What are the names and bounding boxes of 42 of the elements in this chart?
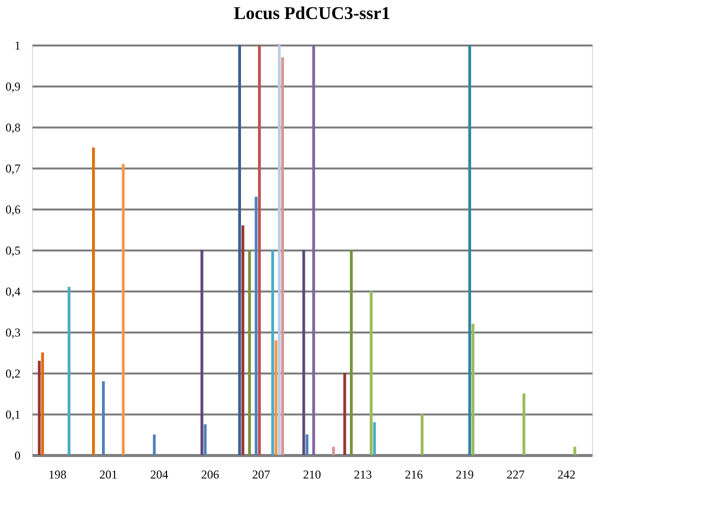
x-tick-label: 201: [99, 468, 118, 482]
y-tick-label: 0,5: [6, 244, 20, 258]
x-tick-label: 213: [354, 468, 372, 482]
x-tick-label: 206: [201, 468, 220, 482]
x-tick-label: 216: [404, 468, 423, 482]
y-tick-label: 0,4: [6, 284, 20, 298]
bar: [102, 381, 105, 455]
x-tick-label: 198: [48, 468, 66, 482]
y-tick-label: 0,6: [6, 202, 20, 216]
x-tick-label: 242: [558, 468, 576, 482]
y-tick-label: 0: [14, 448, 20, 462]
bar: [241, 225, 244, 455]
x-tick-label: 227: [506, 468, 525, 482]
bar: [258, 45, 261, 455]
bar: [281, 57, 284, 455]
x-tick-label: 207: [252, 468, 270, 482]
bar: [312, 45, 316, 455]
y-tick-label: 0,7: [6, 162, 20, 176]
y-tick-label: 1: [14, 38, 20, 52]
bar: [248, 250, 251, 455]
bar: [420, 414, 424, 455]
x-tick-label: 204: [150, 468, 168, 482]
y-tick-label: 0,1: [6, 408, 20, 422]
bar: [522, 394, 526, 455]
bar: [274, 340, 278, 455]
bar: [373, 422, 376, 455]
bar: [41, 352, 44, 455]
y-tick-label: 0,9: [6, 80, 20, 94]
y-tick-label: 0,2: [6, 366, 20, 380]
bar: [332, 446, 335, 455]
y-tick-label: 0,8: [6, 120, 20, 134]
bar: [254, 196, 258, 455]
bar: [200, 250, 204, 455]
bar: [92, 148, 95, 455]
x-tick-label: 210: [303, 468, 321, 482]
bar: [238, 45, 241, 455]
x-tick-label: 219: [456, 468, 474, 482]
y-tick-label: 0,3: [6, 326, 20, 340]
bar: [68, 286, 70, 455]
chart-title: Locus PdCUC3-ssr1: [234, 3, 390, 23]
bar: [472, 324, 474, 455]
bar: [306, 434, 308, 455]
